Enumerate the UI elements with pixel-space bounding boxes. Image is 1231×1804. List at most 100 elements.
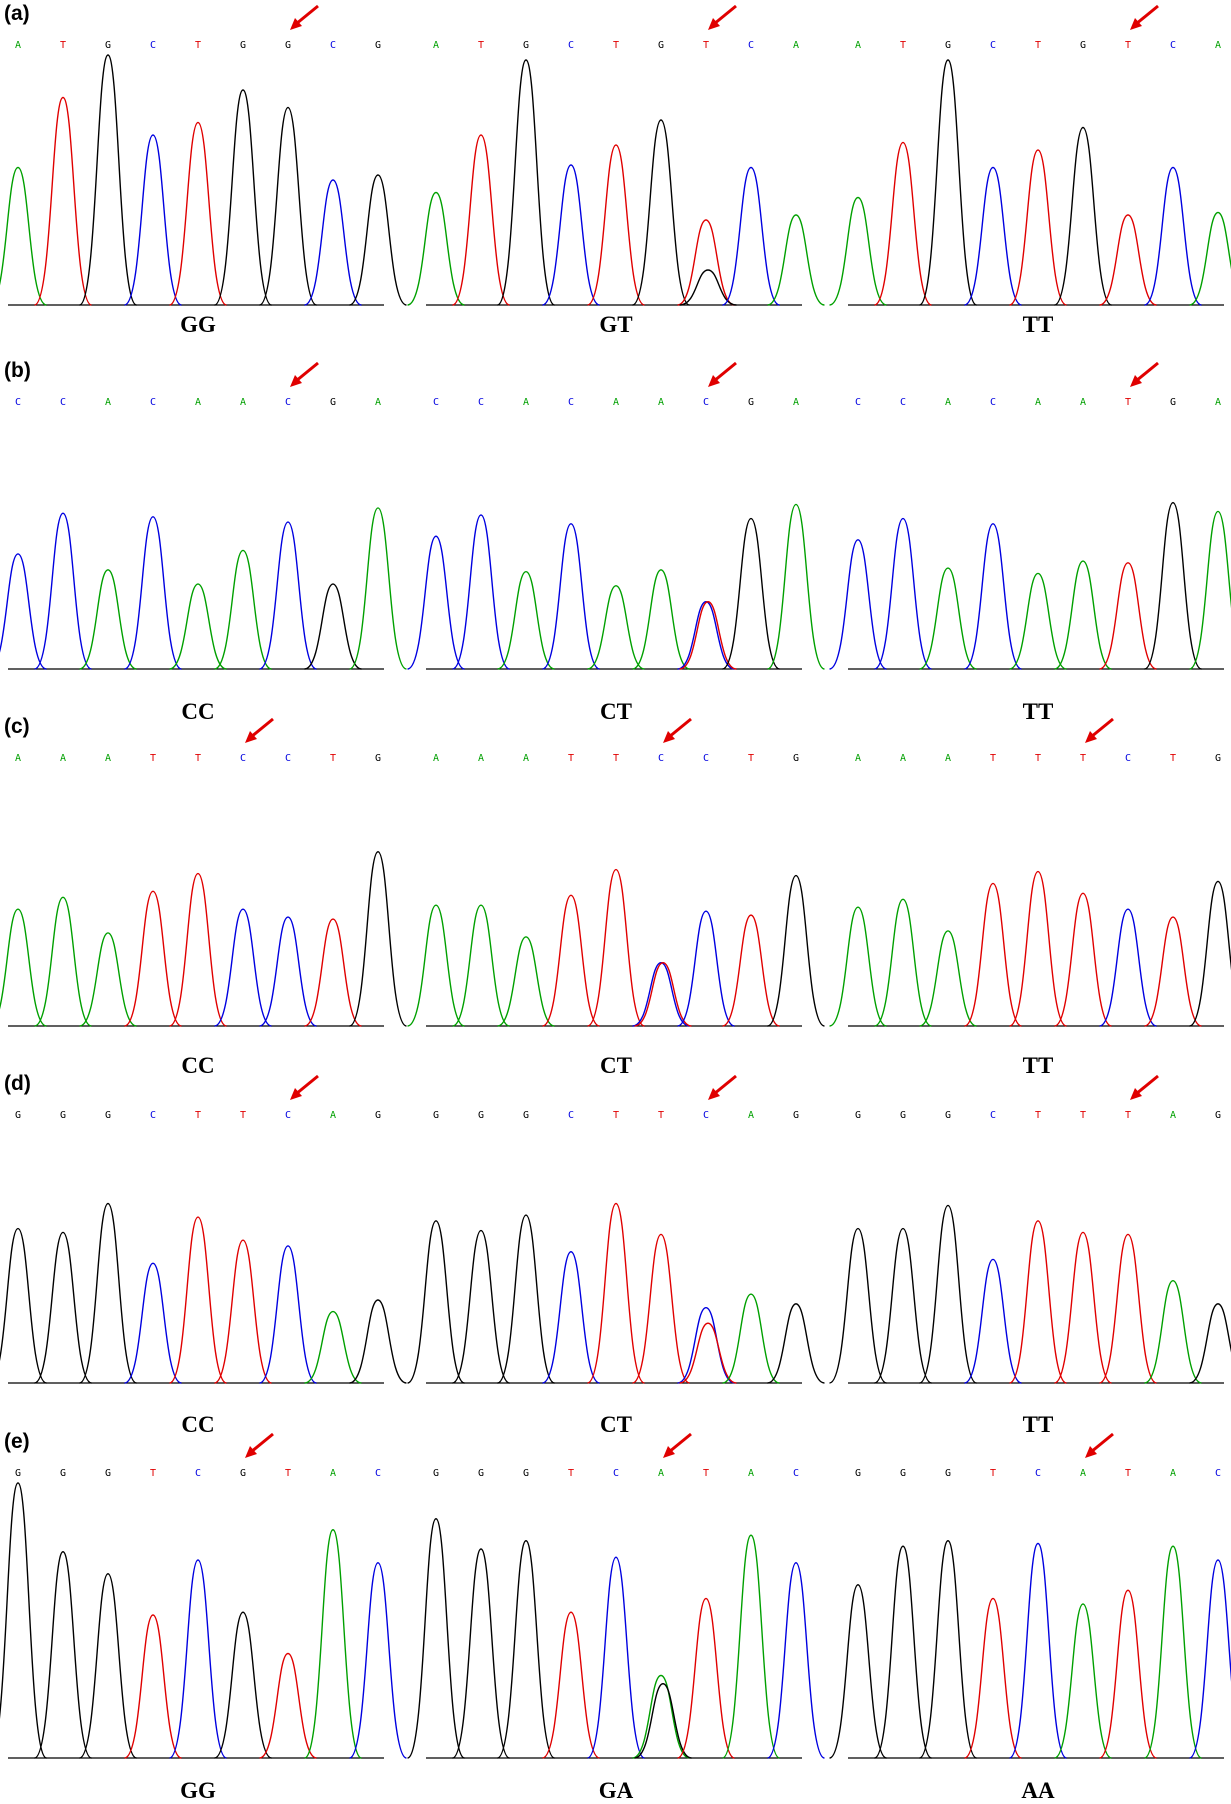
- base-call: G: [60, 1110, 66, 1121]
- trace-peak: [452, 904, 510, 1027]
- row-label: (c): [4, 715, 30, 738]
- trace-peak: [407, 904, 465, 1027]
- base-call: G: [60, 1468, 66, 1479]
- trace-peak: [1144, 166, 1202, 306]
- base-call: T: [990, 1468, 996, 1479]
- base-call: T: [703, 1468, 709, 1479]
- base-call: G: [523, 1468, 529, 1479]
- genotype-label: GA: [598, 1778, 634, 1803]
- base-call: A: [1170, 1468, 1176, 1479]
- chromatogram-panel: G G G C T T C A G CC: [0, 1070, 407, 1437]
- base-call: G: [900, 1468, 906, 1479]
- trace-peak: [679, 601, 737, 670]
- base-call: T: [613, 40, 619, 51]
- snp-arrow-icon: [290, 4, 319, 30]
- trace-peak: [259, 106, 317, 306]
- row-label: (b): [4, 359, 31, 382]
- trace-peak: [124, 890, 182, 1027]
- trace-peak: [1054, 892, 1112, 1027]
- base-call: T: [1035, 753, 1041, 764]
- base-call: G: [478, 1468, 484, 1479]
- trace-peak: [1009, 149, 1067, 306]
- base-call: A: [748, 1468, 754, 1479]
- base-call: T: [1125, 1468, 1131, 1479]
- trace-peak: [34, 896, 92, 1027]
- base-call: G: [375, 753, 381, 764]
- base-call: A: [1080, 1468, 1086, 1479]
- base-call: T: [900, 40, 906, 51]
- snp-arrow-icon: [708, 361, 737, 387]
- trace-peak: [407, 535, 465, 670]
- base-call: C: [568, 1110, 574, 1121]
- trace-peak: [829, 196, 887, 306]
- trace-peak: [632, 1233, 690, 1384]
- trace-peak: [587, 144, 645, 306]
- trace-peak: [349, 507, 407, 670]
- base-call: A: [478, 753, 484, 764]
- trace-peak: [1009, 870, 1067, 1027]
- chromatogram-panel: A T G C T G T C A GT: [407, 0, 825, 357]
- base-call: C: [195, 1468, 201, 1479]
- base-call: G: [240, 40, 246, 51]
- base-call: T: [1080, 1110, 1086, 1121]
- trace-peak: [169, 121, 227, 306]
- base-call: A: [1215, 397, 1221, 408]
- base-call: G: [375, 40, 381, 51]
- base-call: A: [658, 397, 664, 408]
- trace-peak: [542, 523, 600, 670]
- snp-arrow-icon: [1085, 1432, 1114, 1458]
- base-call: G: [658, 40, 664, 51]
- row-label: (d): [4, 1072, 31, 1095]
- trace-peak: [79, 932, 137, 1027]
- genotype-label: GT: [599, 312, 633, 337]
- base-call: C: [703, 753, 709, 764]
- base-call: T: [330, 753, 336, 764]
- trace-peak: [124, 134, 182, 306]
- base-call: C: [285, 397, 291, 408]
- base-call: G: [945, 1468, 951, 1479]
- trace-peak: [124, 1262, 182, 1384]
- base-call: C: [793, 1468, 799, 1479]
- snp-arrow-icon: [663, 1432, 692, 1458]
- panel-row: (e) G G G T C G T A C GG G G G T C A T A C GA G G G T C A T A C AA: [0, 1428, 1231, 1803]
- trace-peak: [33, 96, 93, 306]
- base-call: G: [105, 1468, 111, 1479]
- trace-peak: [964, 523, 1022, 670]
- trace-peak: [349, 174, 407, 306]
- base-call: A: [60, 753, 66, 764]
- trace-peak: [79, 1202, 137, 1384]
- base-call: A: [330, 1110, 336, 1121]
- snp-arrow-icon: [290, 1074, 319, 1100]
- trace-peak: [542, 1611, 600, 1759]
- base-call: T: [195, 40, 201, 51]
- genotype-label: TT: [1022, 699, 1054, 724]
- genotype-label: CT: [600, 1053, 632, 1078]
- trace-peak: [587, 1556, 645, 1759]
- trace-peak: [169, 1216, 227, 1384]
- trace-peak: [1054, 1603, 1112, 1759]
- trace-peak: [587, 868, 645, 1027]
- trace-peak: [542, 164, 600, 306]
- trace-peak: [1143, 1545, 1203, 1759]
- base-call: C: [1170, 40, 1176, 51]
- trace-peak: [451, 1548, 511, 1759]
- base-call: A: [15, 753, 21, 764]
- trace-peak: [0, 553, 47, 670]
- trace-peak: [766, 1562, 826, 1759]
- base-call: A: [1215, 40, 1221, 51]
- trace-peak: [214, 1611, 272, 1759]
- base-call: G: [240, 1468, 246, 1479]
- base-call: T: [1035, 40, 1041, 51]
- base-call: G: [433, 1110, 439, 1121]
- base-call: G: [523, 1110, 529, 1121]
- trace-peak: [1054, 126, 1112, 306]
- genotype-label: CC: [181, 1053, 215, 1078]
- trace-peak: [34, 1231, 92, 1384]
- trace-peak: [1189, 1303, 1231, 1384]
